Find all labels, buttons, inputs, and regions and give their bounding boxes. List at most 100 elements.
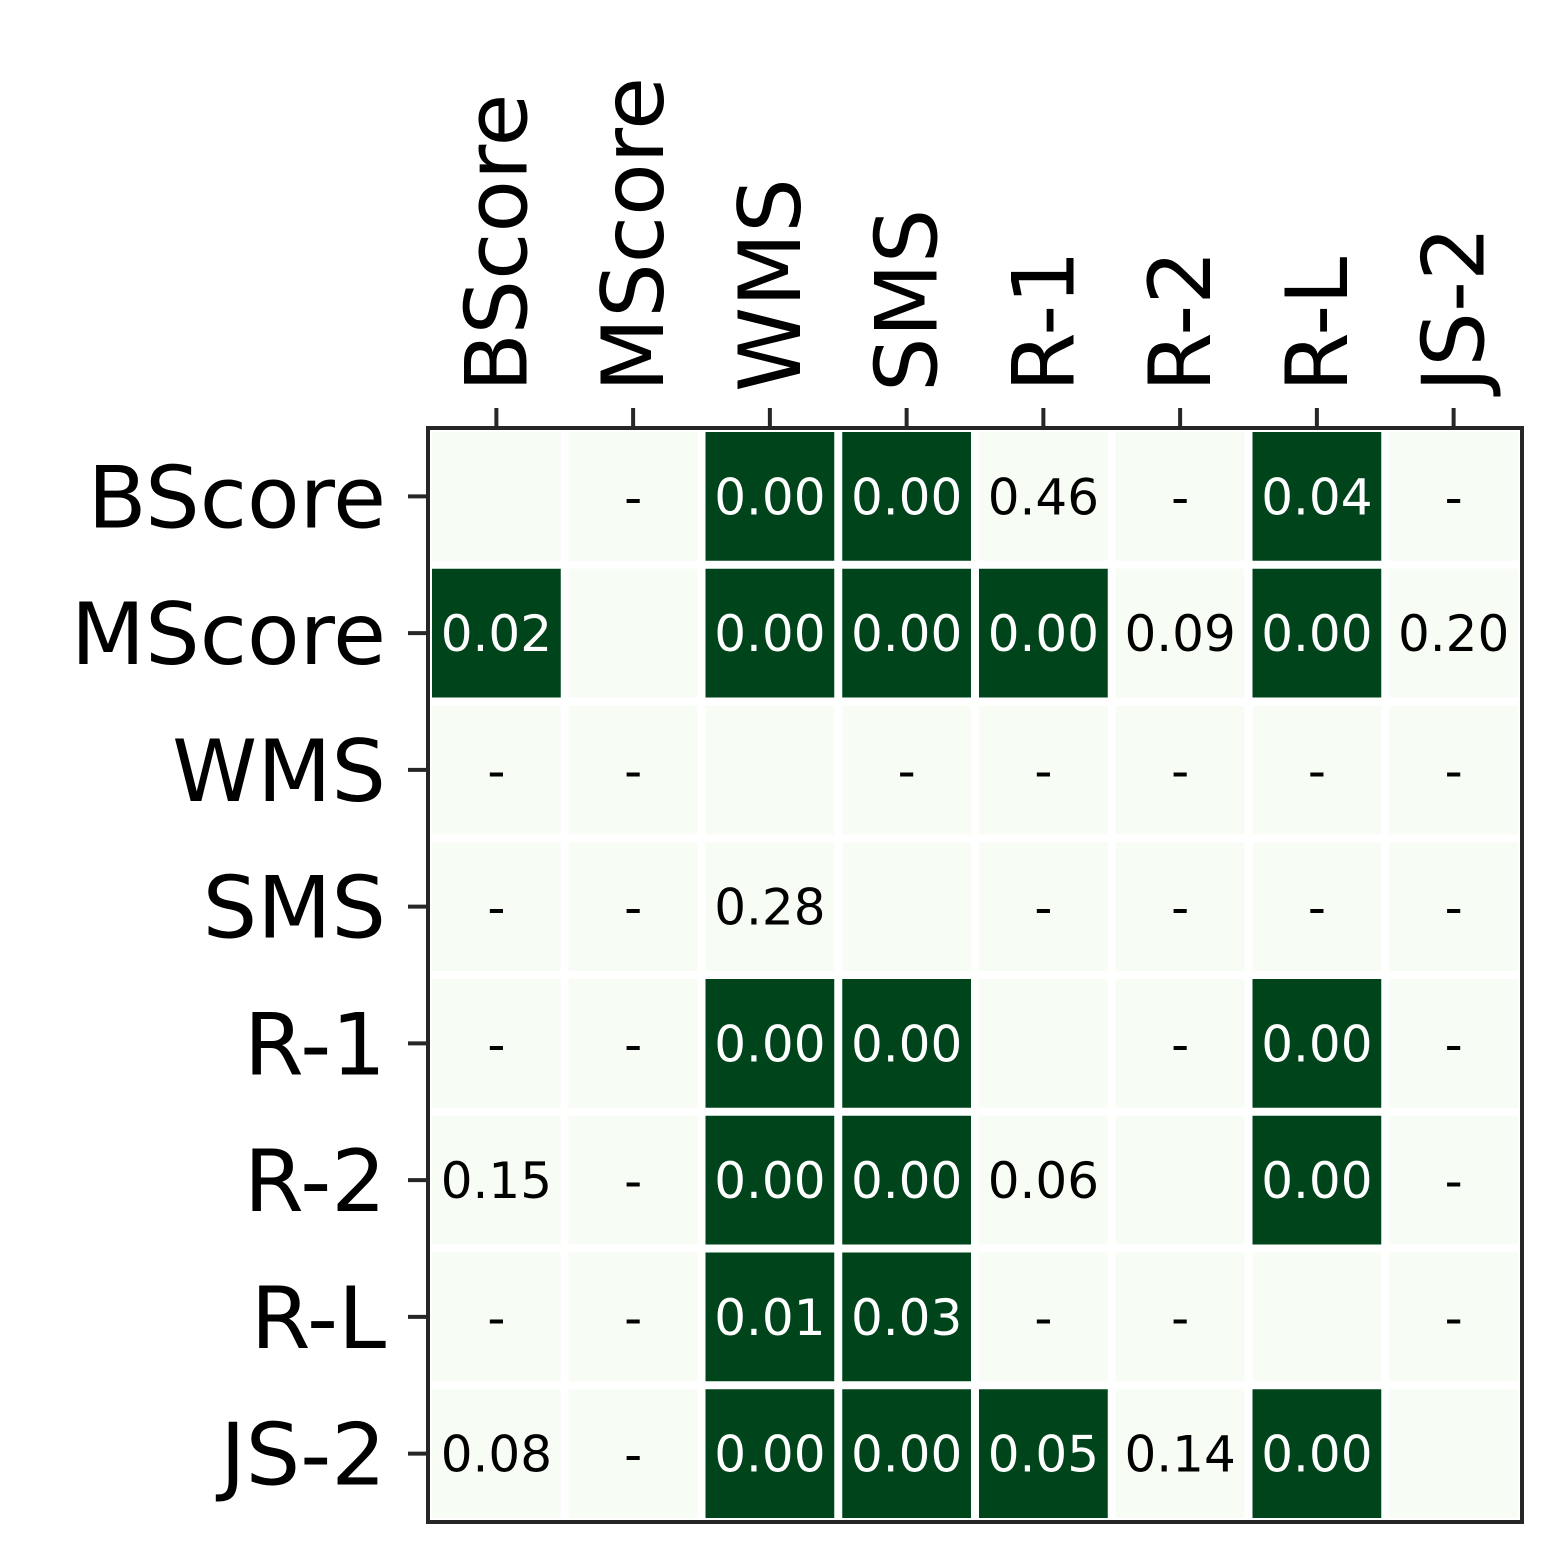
cell-value-mscore-js-2: 0.20 [1398,605,1509,663]
cell-bscore-r-1 [979,432,1108,561]
cell-value-bscore-r-2: - [1171,468,1189,526]
cell-value-bscore-r-l: 0.04 [1261,468,1372,526]
cell-value-r-2-r-l: 0.00 [1261,1152,1372,1210]
y-label-r-1: R-1 [244,995,386,1095]
cell-sms-r-2 [1115,842,1245,971]
cell-value-mscore-wms: 0.00 [714,605,825,663]
cell-bscore-r-l [1252,432,1382,561]
cell-value-wms-mscore: - [624,742,642,800]
cell-value-r-2-mscore: - [624,1152,642,1210]
cell-value-js-2-r-2: 0.14 [1124,1426,1235,1484]
x-axis-labels: BScore MScore WMS SMS R-1 R-2 R-L JS-2 [447,77,1504,397]
cell-r-1-r-2 [1115,979,1245,1108]
cell-wms-js-2 [1389,705,1518,835]
cell-bscore-mscore [568,432,698,561]
cell-value-sms-r-l: - [1308,879,1326,937]
cell-value-sms-r-1: - [1034,879,1052,937]
cell-bscore-r-2 [1115,432,1245,561]
cell-value-bscore-r-1: 0.46 [988,468,1099,526]
cell-value-r-l-bscore: - [487,1289,505,1347]
cell-mscore-js-2 [1389,568,1518,698]
cell-value-sms-mscore: - [624,879,642,937]
cell-value-r-1-r-2: - [1171,1015,1189,1073]
y-label-r-l: R-L [251,1269,386,1369]
cell-value-r-1-mscore: - [624,1015,642,1073]
x-label-r-2: R-2 [1131,250,1231,392]
cell-value-sms-bscore: - [487,879,505,937]
cell-bscore-sms [842,432,971,561]
y-label-js-2: JS-2 [215,1406,386,1506]
cell-value-wms-bscore: - [487,742,505,800]
axis-ticks [408,408,1456,1456]
cell-value-r-l-mscore: - [624,1289,642,1347]
cell-value-r-1-sms: 0.00 [851,1015,962,1073]
cell-r-1-r-l [1252,979,1382,1108]
cell-value-wms-r-l: - [1308,742,1326,800]
cell-value-r-l-r-1: - [1034,1289,1052,1347]
cell-bscore-bscore [432,432,561,561]
cell-sms-r-l [1252,842,1382,971]
cell-mscore-wms [705,568,835,698]
cell-value-r-2-bscore: 0.15 [441,1152,552,1210]
cell-r-2-r-2 [1115,1115,1245,1245]
x-label-r-l: R-L [1268,257,1368,392]
cell-value-r-1-r-l: 0.00 [1261,1015,1372,1073]
cell-value-mscore-r-1: 0.00 [988,605,1099,663]
cell-value-mscore-r-l: 0.00 [1261,605,1372,663]
cell-mscore-mscore [568,568,698,698]
cell-js-2-wms [705,1389,835,1518]
cell-value-wms-r-1: - [1034,742,1052,800]
cell-value-mscore-sms: 0.00 [851,605,962,663]
cell-mscore-r-2 [1115,568,1245,698]
cell-wms-wms [705,705,835,835]
cell-value-r-2-r-1: 0.06 [988,1152,1099,1210]
cell-js-2-r-l [1252,1389,1382,1518]
cell-r-l-mscore [568,1252,698,1382]
cell-r-l-wms [705,1252,835,1382]
cell-value-r-2-js-2: - [1445,1152,1463,1210]
cell-value-r-l-sms: 0.03 [851,1289,962,1347]
cell-r-1-sms [842,979,971,1108]
cell-sms-wms [705,842,835,971]
cell-r-2-wms [705,1115,835,1245]
cell-value-js-2-bscore: 0.08 [441,1426,552,1484]
x-label-mscore: MScore [584,77,684,392]
cell-js-2-sms [842,1389,971,1518]
x-label-r-1: R-1 [994,250,1094,392]
cell-sms-r-1 [979,842,1108,971]
cell-mscore-bscore [432,568,561,698]
x-label-wms: WMS [721,178,821,392]
cell-value-js-2-sms: 0.00 [851,1426,962,1484]
cell-value-r-l-wms: 0.01 [714,1289,825,1347]
cell-js-2-bscore [432,1389,561,1518]
cell-mscore-r-l [1252,568,1382,698]
cell-wms-sms [842,705,971,835]
cell-value-mscore-bscore: 0.02 [441,605,552,663]
cell-wms-r-l [1252,705,1382,835]
cell-r-2-bscore [432,1115,561,1245]
cell-r-l-bscore [432,1252,561,1382]
x-label-sms: SMS [858,209,958,392]
heatmap-cells: - 0.00 0.00 0.46 - 0.04 - 0.02 0.00 0.00 0.00 0.09 0… [432,432,1518,1518]
y-label-r-2: R-2 [244,1132,386,1232]
plot-frame [426,426,1524,1524]
cell-value-r-l-r-2: - [1171,1289,1189,1347]
cell-r-2-sms [842,1115,971,1245]
cell-wms-bscore [432,705,561,835]
cell-value-r-1-bscore: - [487,1015,505,1073]
cell-value-sms-r-2: - [1171,879,1189,937]
x-label-bscore: BScore [447,94,547,392]
cell-r-2-r-1 [979,1115,1108,1245]
cell-js-2-js-2 [1389,1389,1518,1518]
cell-js-2-r-2 [1115,1389,1245,1518]
cell-value-mscore-r-2: 0.09 [1124,605,1235,663]
cell-r-2-r-l [1252,1115,1382,1245]
cell-r-l-r-l [1252,1252,1382,1382]
cell-value-wms-js-2: - [1445,742,1463,800]
cell-sms-mscore [568,842,698,971]
cell-value-r-1-wms: 0.00 [714,1015,825,1073]
cell-value-sms-js-2: - [1445,879,1463,937]
cell-r-2-mscore [568,1115,698,1245]
cell-value-r-1-js-2: - [1445,1015,1463,1073]
